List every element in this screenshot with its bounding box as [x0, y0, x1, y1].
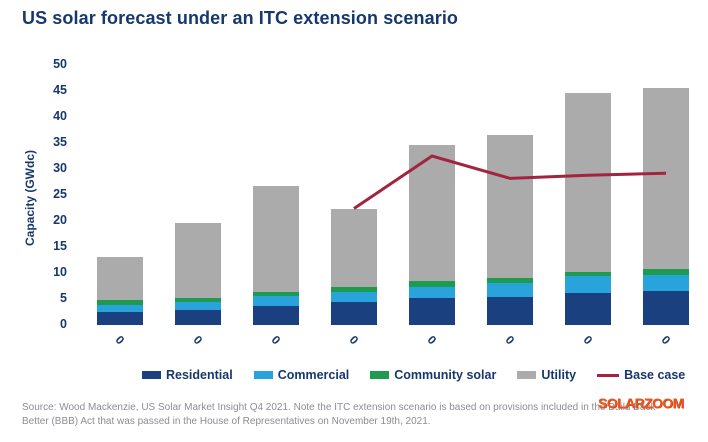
x-tick-label: 0 — [346, 332, 362, 348]
stacked-bar — [643, 88, 689, 325]
x-tick-label: 0 — [190, 332, 206, 348]
source-note-line1: Source: Wood Mackenzie, US Solar Market … — [22, 402, 656, 413]
bar-segment-utility — [253, 185, 299, 292]
bar-segment-residential — [253, 305, 299, 325]
stacked-bar — [175, 222, 221, 325]
y-tick-label: 25 — [53, 187, 67, 201]
commercial-swatch — [253, 371, 273, 379]
bar-segment-commercial — [565, 276, 611, 293]
y-tick-label: 20 — [53, 213, 67, 227]
x-tick-label: 0 — [502, 332, 518, 348]
x-tick-label: 0 — [580, 332, 596, 348]
bar-segment-community-solar — [409, 281, 455, 287]
bar-segment-utility — [409, 145, 455, 282]
legend-item-community-solar: Community solar — [370, 368, 496, 382]
legend-label: Commercial — [277, 368, 350, 382]
stacked-bar — [97, 256, 143, 325]
legend-item-residential: Residential — [142, 368, 233, 382]
utility-swatch — [517, 371, 537, 379]
legend-label: Residential — [166, 368, 233, 382]
legend-label: Base case — [624, 368, 686, 382]
bar-segment-community-solar — [97, 299, 143, 305]
stacked-bar — [331, 208, 377, 325]
bar-segment-residential — [643, 291, 689, 325]
x-tick-label: 0 — [268, 332, 284, 348]
bar-segment-residential — [97, 312, 143, 325]
base-case-line-swatch — [597, 373, 620, 377]
bar-segment-community-solar — [643, 269, 689, 275]
source-note-line2: Better (BBB) Act that was passed in the … — [22, 415, 431, 427]
y-tick-label: 10 — [53, 265, 67, 279]
bar-segment-commercial — [331, 291, 377, 303]
y-tick-label: 30 — [53, 161, 67, 175]
x-tick-label: 0 — [658, 332, 674, 348]
bar-segment-utility — [175, 222, 221, 298]
chart-legend: Residential Commercial Community solar U… — [142, 368, 685, 382]
bar-segment-utility — [331, 208, 377, 287]
legend-item-commercial: Commercial — [253, 368, 350, 382]
bar-segment-residential — [409, 297, 455, 325]
bar-segment-community-solar — [487, 277, 533, 283]
x-tick-label: 0 — [112, 332, 128, 348]
legend-label: Community solar — [394, 368, 497, 382]
bar-segment-commercial — [643, 274, 689, 292]
y-tick-label: 45 — [53, 83, 67, 97]
bar-segment-commercial — [487, 282, 533, 297]
y-tick-label: 40 — [53, 109, 67, 123]
source-note: Source: Wood Mackenzie, US Solar Market … — [22, 401, 692, 428]
stacked-bar — [253, 185, 299, 325]
stacked-bar — [487, 134, 533, 325]
y-tick-label: 5 — [60, 291, 67, 305]
bar-segment-community-solar — [565, 271, 611, 277]
bar-segment-commercial — [409, 286, 455, 298]
y-tick-label: 35 — [53, 135, 67, 149]
bar-segment-community-solar — [253, 291, 299, 297]
bar-segment-community-solar — [331, 286, 377, 292]
bar-segment-utility — [487, 134, 533, 278]
legend-item-utility: Utility — [517, 368, 576, 382]
bar-segment-commercial — [97, 304, 143, 312]
bar-segment-utility — [97, 256, 143, 300]
bar-segment-utility — [565, 93, 611, 272]
x-tick-label: 0 — [424, 332, 440, 348]
bar-segment-residential — [175, 309, 221, 325]
residential-swatch — [142, 371, 161, 379]
stacked-bar — [409, 145, 455, 325]
bar-segment-residential — [565, 292, 611, 325]
watermark: SOLARZOOM — [598, 395, 684, 411]
stacked-bar — [565, 93, 611, 325]
legend-label: Utility — [541, 368, 577, 382]
y-tick-label: 0 — [60, 317, 67, 331]
bar-segment-community-solar — [175, 297, 221, 302]
bar-segment-commercial — [253, 296, 299, 306]
community-solar-swatch — [370, 371, 390, 379]
bar-segment-utility — [643, 88, 689, 270]
bar-segment-residential — [487, 296, 533, 325]
chart-title: US solar forecast under an ITC extension… — [22, 8, 459, 28]
y-tick-label: 50 — [53, 57, 67, 71]
legend-item-base-case: Base case — [597, 368, 685, 382]
bar-segment-residential — [331, 302, 377, 325]
y-tick-label: 15 — [53, 239, 67, 253]
bar-segment-commercial — [175, 301, 221, 310]
